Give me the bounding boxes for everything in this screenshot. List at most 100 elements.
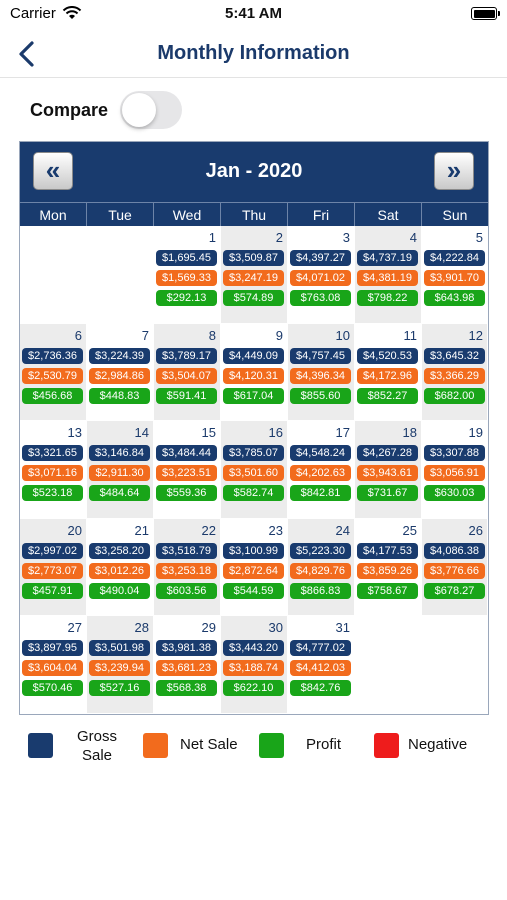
calendar-week: 1 $1,695.45 $1,569.33 $292.13 2 $3,509.87 $3,2…	[20, 226, 488, 324]
net-sale-value: $2,872.64	[223, 562, 284, 579]
calendar-week: 6 $2,736.36 $2,530.79 $456.68 7 $3,224.39 $2,9…	[20, 323, 488, 422]
net-sale-value: $1,569.33	[156, 270, 217, 286]
clock: 5:41 AM	[225, 5, 282, 22]
day-cell[interactable]: 22 $3,518.79 $3,253.18 $603.56	[154, 518, 221, 617]
net-sale-label: Net Sale	[180, 736, 238, 753]
day-number: 4	[409, 230, 417, 245]
day-cell[interactable]: 28 $3,501.98 $3,239.94 $527.16	[87, 616, 154, 714]
day-cell[interactable]: 30 $3,443.20 $3,188.74 $622.10	[221, 616, 288, 714]
net-sale-swatch	[143, 733, 168, 758]
day-number: 31	[335, 620, 350, 636]
day-cell[interactable]: 12 $3,645.32 $3,366.29 $682.00	[422, 323, 488, 422]
day-number: 21	[134, 522, 149, 538]
gross-sale-value: $3,501.98	[89, 640, 150, 657]
net-sale-value: $3,012.26	[89, 562, 150, 579]
day-cell[interactable]: 13 $3,321.65 $3,071.16 $523.18	[20, 421, 87, 519]
net-sale-value: $4,172.96	[357, 367, 418, 384]
day-number: 13	[67, 425, 82, 441]
weekday-label: Sun	[442, 207, 468, 223]
status-bar: Carrier 5:41 AM	[0, 0, 507, 30]
gross-sale-value: $3,518.79	[156, 542, 217, 559]
profit-value: $544.59	[223, 582, 284, 599]
day-cell[interactable]: 5 $4,222.84 $3,901.70 $643.98	[422, 226, 488, 324]
gross-sale-value: $3,981.38	[156, 640, 217, 657]
previous-month-button[interactable]: «	[33, 152, 73, 190]
day-number: 26	[468, 522, 483, 538]
back-button[interactable]	[12, 37, 44, 71]
carrier-label: Carrier	[10, 5, 56, 22]
page-title: Monthly Information	[157, 42, 350, 64]
gross-sale-value: $3,100.99	[223, 542, 284, 559]
profit-value: $456.68	[22, 387, 83, 404]
gross-sale-value: $3,224.39	[89, 347, 150, 364]
profit-value: $582.74	[223, 485, 284, 502]
day-number: 6	[74, 327, 82, 343]
compare-row: Compare	[30, 90, 183, 130]
legend-net-sale: Net Sale	[143, 728, 253, 766]
day-cell[interactable]: 4 $4,737.19 $4,381.19 $798.22	[355, 226, 422, 324]
net-sale-value: $3,943.61	[357, 465, 418, 482]
legend-profit: Profit	[259, 728, 369, 766]
net-sale-value: $3,501.60	[223, 465, 284, 482]
day-cell[interactable]: 17 $4,548.24 $4,202.63 $842.81	[288, 421, 355, 519]
day-cell[interactable]: 27 $3,897.95 $3,604.04 $570.46	[20, 616, 87, 714]
gross-sale-label-line2: Sale	[81, 747, 113, 764]
day-cell[interactable]: 20 $2,997.02 $2,773.07 $457.91	[20, 518, 87, 617]
next-month-button[interactable]: »	[434, 152, 474, 190]
day-number: 12	[468, 327, 483, 343]
calendar-header: « Jan - 2020 »	[20, 142, 488, 202]
net-sale-value: $4,412.03	[290, 660, 351, 677]
net-sale-value: $2,773.07	[22, 562, 83, 579]
day-cell[interactable]: 21 $3,258.20 $3,012.26 $490.04	[87, 518, 154, 617]
profit-value: $731.67	[357, 485, 418, 502]
gross-sale-label: Gross Sale	[70, 727, 124, 765]
battery-icon	[471, 7, 500, 20]
compare-toggle[interactable]	[120, 91, 183, 129]
profit-value: $559.36	[156, 485, 217, 502]
day-cell[interactable]: 18 $4,267.28 $3,943.61 $731.67	[355, 421, 422, 519]
day-cell[interactable]: 6 $2,736.36 $2,530.79 $456.68	[20, 323, 87, 422]
day-cell[interactable]: 19 $3,307.88 $3,056.91 $630.03	[422, 421, 488, 519]
month-title: Jan - 2020	[205, 160, 303, 182]
day-cell[interactable]: 31 $4,777.02 $4,412.03 $842.76	[288, 616, 355, 714]
weekday-label: Thu	[221, 203, 288, 227]
day-cell[interactable]: 24 $5,223.30 $4,829.76 $866.83	[288, 518, 355, 617]
day-cell[interactable]: 10 $4,757.45 $4,396.34 $855.60	[288, 323, 355, 422]
profit-value: $603.56	[156, 582, 217, 599]
profit-value: $457.91	[22, 582, 83, 599]
day-cell[interactable]: 26 $4,086.38 $3,776.66 $678.27	[422, 518, 488, 617]
day-cell[interactable]: 1 $1,695.45 $1,569.33 $292.13	[154, 226, 221, 324]
profit-value: $574.89	[223, 290, 284, 306]
day-cell[interactable]: 11 $4,520.53 $4,172.96 $852.27	[355, 323, 422, 422]
day-cell[interactable]: 15 $3,484.44 $3,223.51 $559.36	[154, 421, 221, 519]
day-cell[interactable]: 2 $3,509.87 $3,247.19 $574.89	[221, 226, 288, 324]
legend-gross-sale: Gross Sale	[28, 728, 138, 766]
day-cell[interactable]: 7 $3,224.39 $2,984.86 $448.83	[87, 323, 154, 422]
profit-swatch	[259, 733, 284, 758]
negative-label: Negative	[408, 736, 468, 753]
day-number: 3	[342, 230, 350, 245]
gross-sale-value: $4,267.28	[357, 445, 418, 462]
day-number: 18	[402, 425, 417, 441]
day-number: 7	[141, 327, 149, 343]
day-cell[interactable]: 25 $4,177.53 $3,859.26 $758.67	[355, 518, 422, 617]
day-cell[interactable]: 14 $3,146.84 $2,911.30 $484.64	[87, 421, 154, 519]
net-sale-value: $3,859.26	[357, 562, 418, 579]
day-number: 27	[67, 620, 82, 636]
gross-sale-label-line1: Gross	[76, 728, 117, 745]
empty-day-cell	[87, 226, 154, 324]
day-cell[interactable]: 16 $3,785.07 $3,501.60 $582.74	[221, 421, 288, 519]
day-cell[interactable]: 23 $3,100.99 $2,872.64 $544.59	[221, 518, 288, 617]
day-cell[interactable]: 9 $4,449.09 $4,120.31 $617.04	[221, 323, 288, 422]
profit-value: $484.64	[89, 485, 150, 502]
net-sale-value: $4,120.31	[223, 367, 284, 384]
net-sale-value: $3,901.70	[424, 270, 485, 286]
gross-sale-value: $3,321.65	[22, 445, 83, 462]
weekday-header: Mon Tue Wed Thu Fri Sat Sun	[20, 202, 488, 227]
net-sale-value: $3,056.91	[424, 465, 485, 482]
day-number: 2	[275, 230, 283, 245]
day-cell[interactable]: 8 $3,789.17 $3,504.07 $591.41	[154, 323, 221, 422]
net-sale-value: $3,188.74	[223, 660, 284, 677]
day-cell[interactable]: 3 $4,397.27 $4,071.02 $763.08	[288, 226, 355, 324]
day-cell[interactable]: 29 $3,981.38 $3,681.23 $568.38	[154, 616, 221, 714]
